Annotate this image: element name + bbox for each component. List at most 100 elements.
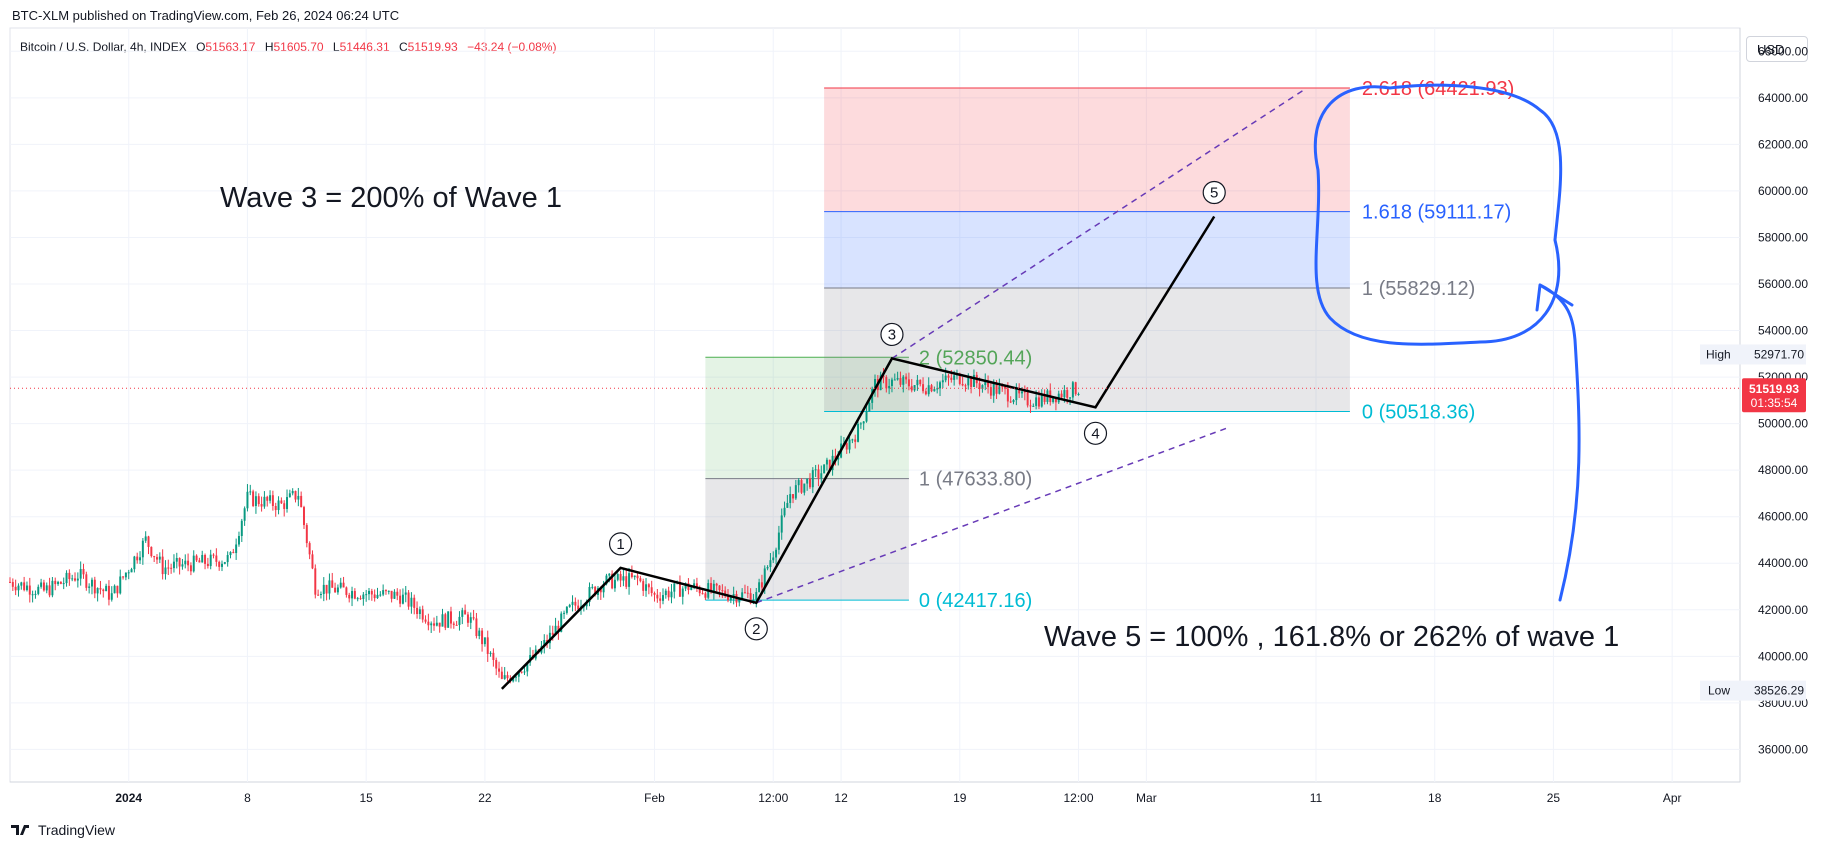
candle-body [14, 586, 17, 591]
tradingview-footer: TradingView [10, 822, 115, 838]
candle-body [300, 495, 303, 508]
candle-body [254, 496, 257, 506]
candle-body [393, 591, 396, 599]
candle-body [226, 555, 229, 563]
candle-body [57, 581, 60, 585]
candle-body [693, 583, 696, 588]
wave-label-circle [1083, 421, 1108, 445]
close-label: C [399, 40, 408, 54]
candle-body [413, 597, 416, 608]
candle-body [232, 552, 235, 554]
candle-body [76, 578, 79, 581]
candle-body [710, 583, 713, 592]
annotation-wave3: Wave 3 = 200% of Wave 1 [220, 182, 562, 214]
candle-body [438, 622, 441, 627]
candle-body [690, 587, 693, 590]
candle-body [235, 544, 238, 554]
candle-body [266, 496, 269, 501]
currency-button[interactable]: USD [1746, 36, 1808, 62]
candle-body [424, 619, 427, 622]
fib-zone-gray [705, 478, 909, 601]
wave-label-circle [608, 532, 633, 556]
wave-label: 4 [1091, 425, 1099, 442]
symbol-title[interactable]: Bitcoin / U.S. Dollar, 4h, INDEX [20, 40, 187, 54]
candle-body [789, 494, 792, 503]
candle-body [783, 507, 786, 516]
candle-body [1018, 388, 1021, 394]
candle-body [924, 391, 927, 395]
candle-body [464, 610, 467, 615]
candle-body [910, 386, 913, 391]
candle-body [345, 587, 348, 595]
candle-body [486, 637, 489, 654]
y-tick-label: 64000.00 [1758, 91, 1808, 105]
ohlc-legend: Bitcoin / U.S. Dollar, 4h, INDEX O51563.… [20, 40, 556, 54]
candle-body [189, 565, 192, 572]
candle-body [701, 593, 704, 595]
high-marker-label: High [1706, 347, 1731, 361]
candle-body [797, 480, 800, 486]
candle-body [865, 411, 868, 422]
candle-body [602, 584, 605, 593]
low-marker-bg [1700, 680, 1806, 701]
candle-body [88, 586, 91, 588]
x-tick-label: 18 [1428, 791, 1442, 805]
candle-body [662, 595, 664, 601]
candle-body [944, 375, 947, 381]
candle-body [995, 383, 998, 394]
candle-body [113, 585, 116, 594]
candle-body [673, 583, 676, 592]
candle-body [738, 598, 741, 603]
candle-body [792, 494, 795, 499]
candle-body [201, 554, 204, 563]
candle-body [695, 583, 698, 588]
candle-body [325, 584, 328, 594]
candle-body [551, 632, 554, 635]
candle-body [916, 379, 919, 386]
candle-body [772, 557, 775, 561]
candle-body [568, 604, 571, 607]
candle-body [907, 379, 910, 387]
x-tick-label: 12:00 [1064, 791, 1094, 805]
candle-body [215, 555, 218, 562]
candle-body [376, 594, 379, 599]
candle-body [633, 575, 636, 578]
candle-body [794, 485, 797, 499]
candle-body [167, 567, 170, 569]
candle-body [418, 609, 421, 615]
x-tick-label: 25 [1547, 791, 1561, 805]
candle-body [79, 568, 82, 579]
candle-body [184, 560, 187, 565]
candle-body [472, 617, 475, 619]
candle-body [59, 581, 62, 584]
candle-body [339, 582, 342, 588]
candle-body [1040, 394, 1043, 407]
publish-info: BTC-XLM published on TradingView.com, Fe… [12, 8, 400, 23]
candle-body [317, 594, 320, 596]
fib-extension-zone [824, 287, 1350, 412]
candle-body [868, 402, 871, 412]
candle-body [28, 585, 31, 595]
candle-body [828, 459, 831, 471]
candle-body [271, 495, 274, 507]
candle-body [616, 574, 619, 580]
candle-body [37, 586, 40, 594]
candle-body [291, 490, 294, 494]
candle-body [269, 495, 272, 501]
candle-body [630, 573, 633, 578]
candle-body [336, 587, 339, 593]
candle-body [280, 500, 283, 504]
candle-body [958, 373, 961, 384]
candle-body [373, 594, 376, 599]
candle-body [628, 573, 631, 587]
candle-body [178, 557, 181, 567]
candle-body [362, 594, 365, 600]
candle-body [107, 585, 110, 600]
x-tick-label: 8 [244, 791, 251, 805]
candle-body [989, 387, 992, 396]
candle-body [515, 676, 517, 678]
candle-body [803, 483, 806, 493]
candle-body [158, 556, 161, 560]
candle-body [1006, 388, 1009, 402]
